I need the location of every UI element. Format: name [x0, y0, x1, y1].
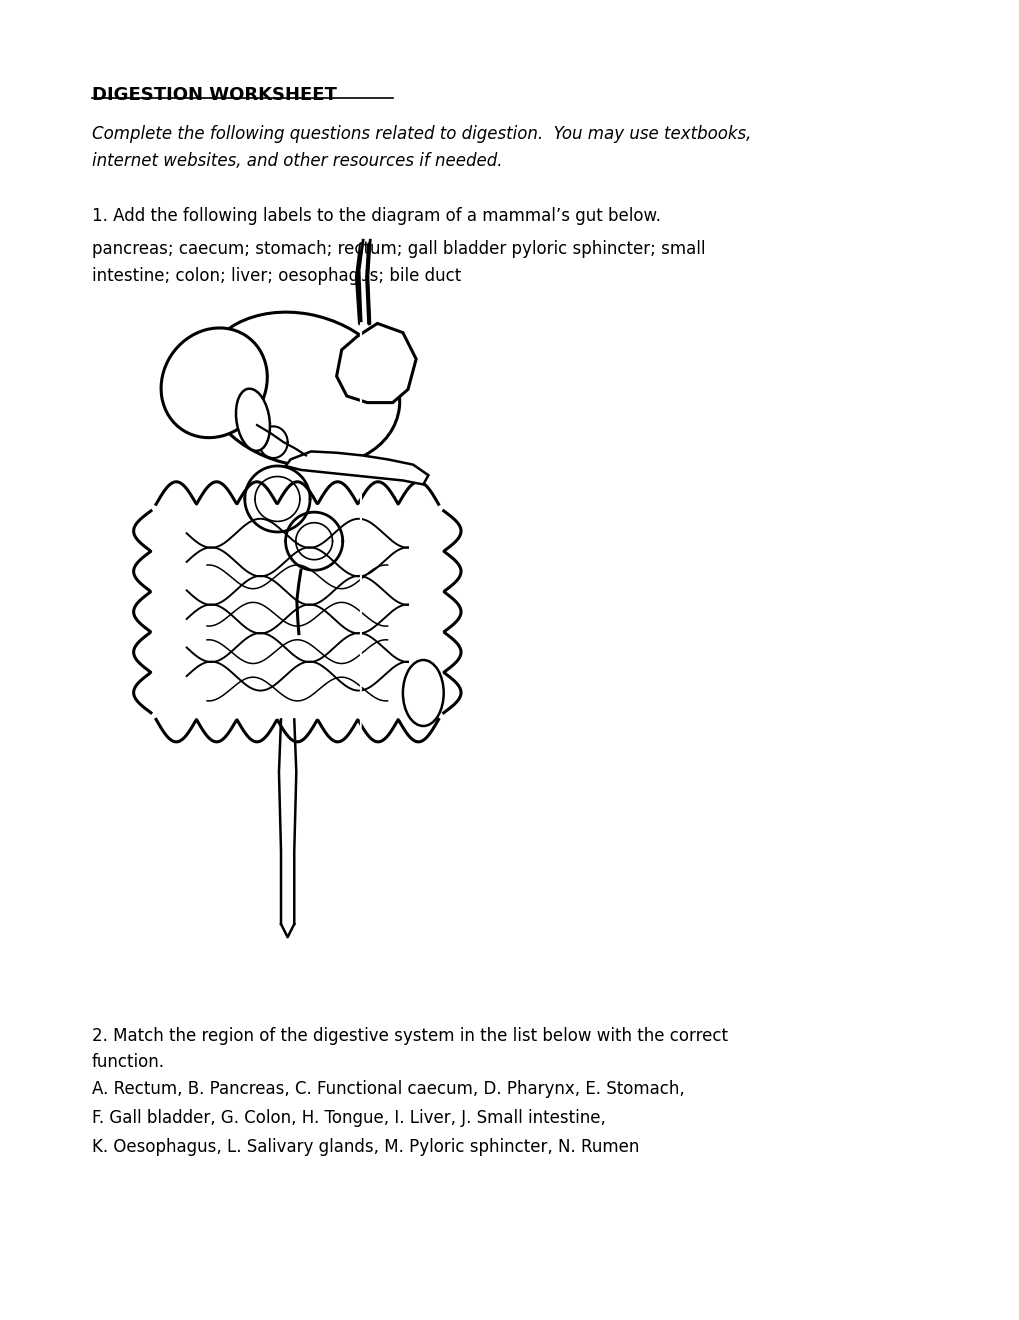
Text: F. Gall bladder, G. Colon, H. Tongue, I. Liver, J. Small intestine,: F. Gall bladder, G. Colon, H. Tongue, I.…: [92, 1109, 605, 1127]
Ellipse shape: [161, 327, 267, 438]
Text: pancreas; caecum; stomach; rectum; gall bladder pyloric sphincter; small
intesti: pancreas; caecum; stomach; rectum; gall …: [92, 240, 704, 285]
Ellipse shape: [202, 312, 399, 467]
Text: A. Rectum, B. Pancreas, C. Functional caecum, D. Pharynx, E. Stomach,: A. Rectum, B. Pancreas, C. Functional ca…: [92, 1080, 684, 1098]
Text: 2. Match the region of the digestive system in the list below with the correct
f: 2. Match the region of the digestive sys…: [92, 1027, 728, 1071]
Polygon shape: [336, 323, 416, 403]
Ellipse shape: [235, 388, 270, 451]
Ellipse shape: [403, 660, 443, 726]
Text: DIGESTION WORKSHEET: DIGESTION WORKSHEET: [92, 86, 336, 104]
Polygon shape: [285, 451, 428, 484]
Text: Complete the following questions related to digestion.  You may use textbooks,
i: Complete the following questions related…: [92, 125, 750, 170]
Text: 1. Add the following labels to the diagram of a mammal’s gut below.: 1. Add the following labels to the diagr…: [92, 207, 660, 226]
Text: K. Oesophagus, L. Salivary glands, M. Pyloric sphincter, N. Rumen: K. Oesophagus, L. Salivary glands, M. Py…: [92, 1138, 639, 1156]
